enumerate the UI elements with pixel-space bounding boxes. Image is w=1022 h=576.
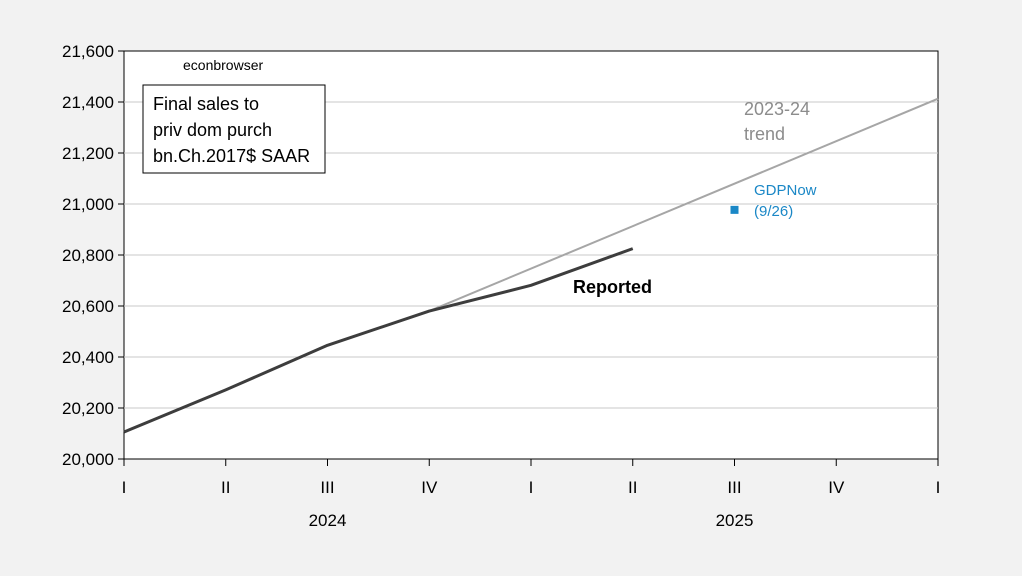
legend-line-3: bn.Ch.2017$ SAAR xyxy=(153,146,310,166)
y-tick-label: 21,600 xyxy=(62,42,114,61)
y-tick-label: 20,400 xyxy=(62,348,114,367)
y-tick-label: 21,000 xyxy=(62,195,114,214)
y-tick-label: 20,200 xyxy=(62,399,114,418)
x-tick-label: III xyxy=(727,478,741,497)
annotation-trend-2: trend xyxy=(744,124,785,144)
gdpnow-point xyxy=(730,205,739,214)
series-trend-line xyxy=(428,97,939,313)
series-layer xyxy=(123,97,939,434)
annotation-trend-1: 2023-24 xyxy=(744,99,810,119)
gridlines xyxy=(124,101,938,409)
x-tick-label: IV xyxy=(421,478,438,497)
y-tick-label: 21,200 xyxy=(62,144,114,163)
x-tick-label: I xyxy=(122,478,127,497)
x-tick-label: IV xyxy=(828,478,845,497)
x-year-label: 2024 xyxy=(309,511,347,530)
y-tick-label: 20,800 xyxy=(62,246,114,265)
y-axis: 20,000 20,200 20,400 20,600 20,800 21,000 21,2… xyxy=(62,42,124,469)
x-tick-label: II xyxy=(221,478,230,497)
legend-line-1: Final sales to xyxy=(153,94,259,114)
x-tick-label: I xyxy=(529,478,534,497)
x-tick-label: III xyxy=(320,478,334,497)
y-tick-label: 21,400 xyxy=(62,93,114,112)
annotation-gdpnow-1: GDPNow xyxy=(754,182,817,199)
y-tick-label: 20,000 xyxy=(62,450,114,469)
y-tick-label: 20,600 xyxy=(62,297,114,316)
legend-box: Final sales to priv dom purch bn.Ch.2017… xyxy=(142,84,326,174)
x-tick-label: I xyxy=(936,478,941,497)
annotation-gdpnow-2: (9/26) xyxy=(754,203,793,220)
legend-line-2: priv dom purch xyxy=(153,120,272,140)
series-reported-line xyxy=(123,247,634,434)
watermark: econbrowser xyxy=(183,57,263,73)
annotation-reported: Reported xyxy=(573,277,652,297)
x-tick-label: II xyxy=(628,478,637,497)
x-year-label: 2025 xyxy=(716,511,754,530)
